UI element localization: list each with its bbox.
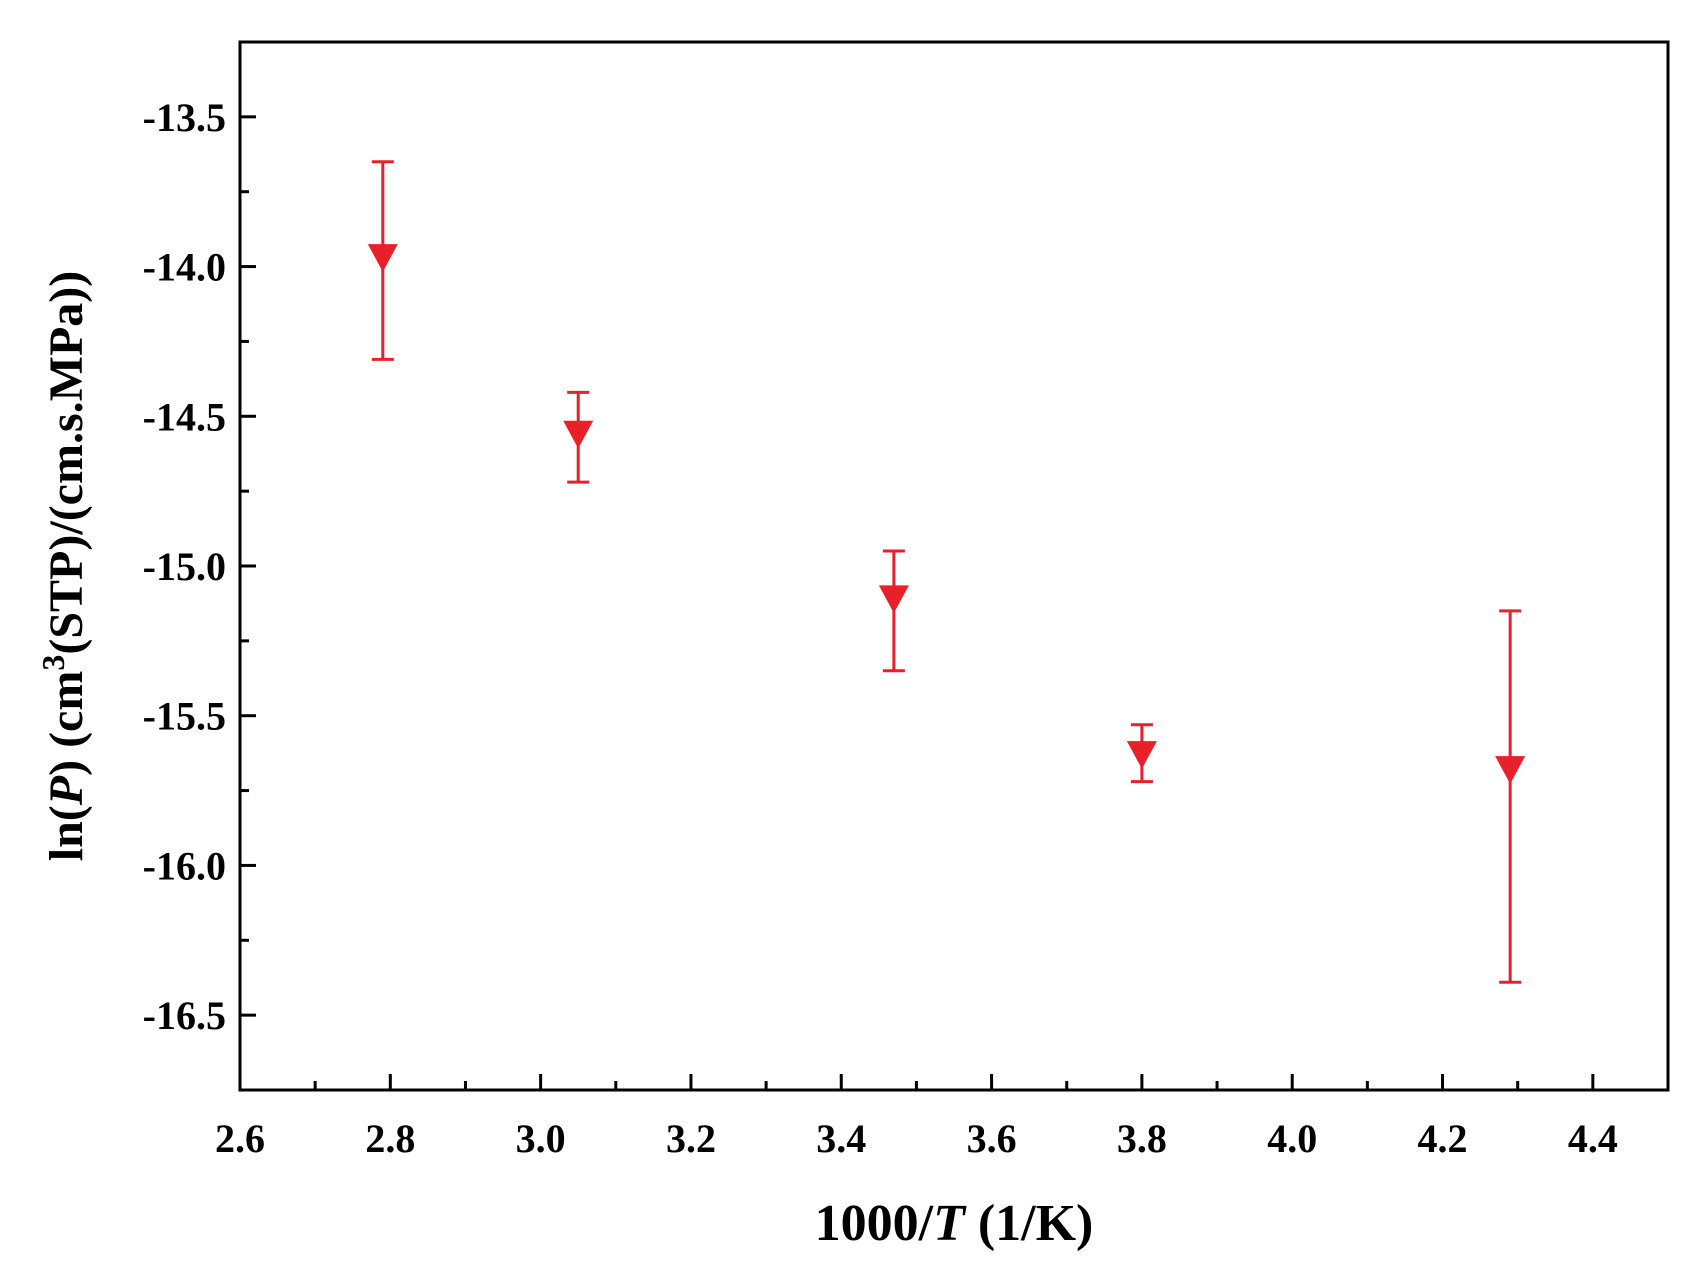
x-tick-label: 2.8 [365,1116,415,1161]
x-axis-title-var: T [933,1195,967,1252]
error-bars [371,160,1522,984]
x-tick-label: 3.4 [816,1116,866,1161]
x-axis-title-suffix: (1/K) [965,1195,1094,1252]
x-axis-title-prefix: 1000/ [815,1195,934,1252]
data-point-triangle-down [1126,741,1157,769]
data-point-triangle-down [1495,756,1526,784]
y-tick-label: -16.5 [143,993,226,1038]
y-tick-label: -14.0 [143,245,226,290]
x-tick-label: 3.6 [967,1116,1017,1161]
data-point-triangle-down [563,420,594,449]
y-tick-label: -14.5 [143,394,226,439]
x-tick-label: 4.2 [1418,1116,1468,1161]
y-axis-title-suffix: (STP)/(cm.s.MPa)) [40,271,93,655]
data-points [367,244,1526,784]
x-tick-label: 3.0 [516,1116,566,1161]
y-tick-label: -15.5 [143,694,226,739]
y-axis-title-sup: 3 [35,655,71,671]
x-axis-title: 1000/T (1/K) [815,1195,1094,1252]
plot-frame [238,40,1670,1092]
x-tick-label: 3.8 [1117,1116,1167,1161]
data-point-triangle-down [367,244,398,272]
y-axis-title-prefix: ln( [40,805,93,861]
y-tick-label: -15.0 [143,544,226,589]
y-tick-label: -16.0 [143,843,226,888]
x-tick-label: 4.0 [1267,1116,1317,1161]
y-tick-labels: -13.5 -14.0 -14.5 -15.0 -15.5 -16.0 -16.5 [143,95,226,1038]
y-axis-title-var: P [40,775,93,806]
y-axis-title-mid: ) (cm [40,671,93,776]
data-point-triangle-down [878,585,909,614]
y-axis-title: ln(P) (cm3(STP)/(cm.s.MPa)) [35,271,93,862]
x-tick-label: 3.2 [666,1116,716,1161]
axis-ticks [238,115,1595,1090]
y-tick-label: -13.5 [143,95,226,140]
x-tick-label: 2.6 [215,1116,265,1161]
x-tick-labels: 2.6 2.8 3.0 3.2 3.4 3.6 3.8 4.0 4.2 4.4 [215,1116,1618,1161]
x-tick-label: 4.4 [1568,1116,1618,1161]
